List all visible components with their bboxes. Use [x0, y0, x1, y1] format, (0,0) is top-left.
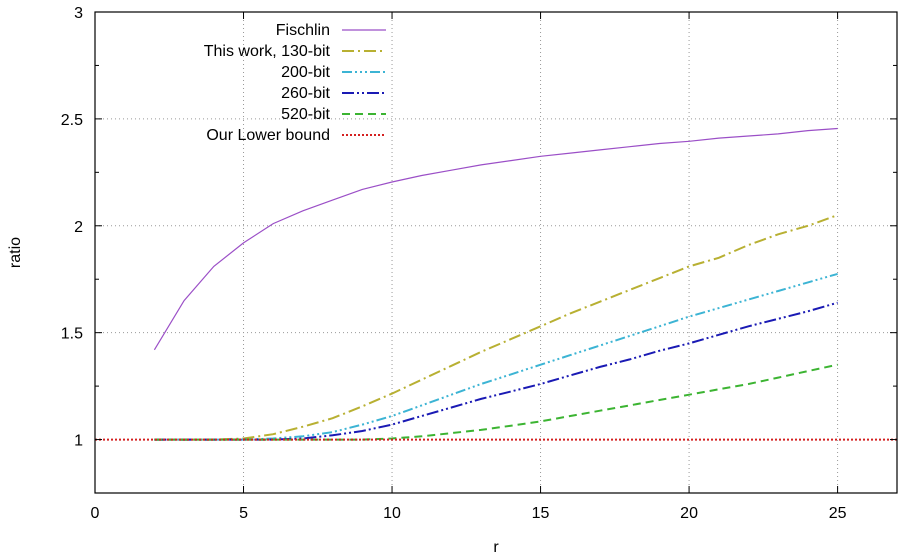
legend-label: Fischlin [276, 22, 330, 39]
y-tick-label: 2 [74, 219, 83, 236]
x-tick-label: 10 [383, 505, 401, 522]
series-line-520-bit [154, 363, 838, 441]
legend-label: 200-bit [281, 64, 330, 81]
series-lines [95, 127, 897, 441]
y-axis-title: ratio [7, 237, 24, 268]
grid-lines [95, 12, 897, 493]
x-tick-label: 5 [239, 505, 248, 522]
x-axis-title: r [493, 539, 499, 556]
axis-ticks [94, 11, 897, 494]
tick-labels: 0 5 10 15 20 25 1 1.5 2 2.5 3 [61, 5, 847, 522]
y-tick-label: 1 [74, 433, 83, 450]
legend-label: Our Lower bound [206, 127, 330, 144]
y-tick-label: 3 [74, 5, 83, 22]
legend-label: 260-bit [281, 85, 330, 102]
x-tick-label: 15 [532, 505, 550, 522]
series-line-fischlin [153, 127, 838, 351]
legend: Fischlin This work, 130-bit 200-bit 260-bit… [204, 22, 386, 144]
x-tick-label: 20 [680, 505, 698, 522]
legend-label: This work, 130-bit [204, 43, 331, 60]
legend-label: 520-bit [281, 106, 330, 123]
series-line-this-work-130-bit [154, 214, 838, 441]
x-tick-label: 0 [91, 505, 100, 522]
plot-frame [94, 11, 898, 494]
y-tick-label: 2.5 [61, 112, 83, 129]
series-line-260-bit [154, 301, 838, 441]
y-tick-label: 1.5 [61, 326, 83, 343]
x-tick-label: 25 [829, 505, 847, 522]
series-line-200-bit [154, 272, 838, 441]
